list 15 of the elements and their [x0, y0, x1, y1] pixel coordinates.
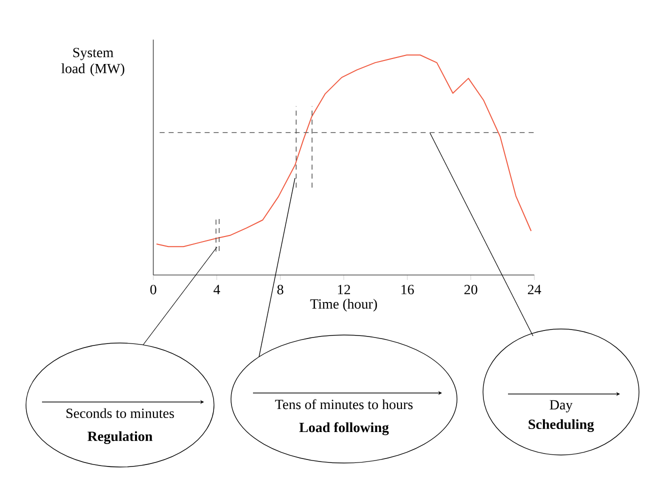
- x-axis-title: Time (hour): [310, 298, 377, 312]
- text: Load following: [299, 422, 389, 436]
- text: Regulation: [88, 431, 152, 444]
- x-tick-label: 0: [150, 284, 156, 294]
- text: Day: [550, 400, 573, 412]
- text: Tens of minutes to hours: [275, 399, 413, 410]
- x-tick-label: 4: [214, 284, 220, 294]
- text: Seconds to minutes: [66, 408, 174, 418]
- y-axis-title: System load (MW): [61, 48, 124, 76]
- x-tick-label: 24: [528, 284, 542, 294]
- x-tick-label: 20: [464, 284, 478, 294]
- text: Scheduling: [528, 419, 594, 432]
- x-tick-label: 8: [277, 284, 284, 294]
- x-tick-label: 12: [338, 284, 350, 294]
- x-tick-label: 16: [402, 284, 414, 294]
